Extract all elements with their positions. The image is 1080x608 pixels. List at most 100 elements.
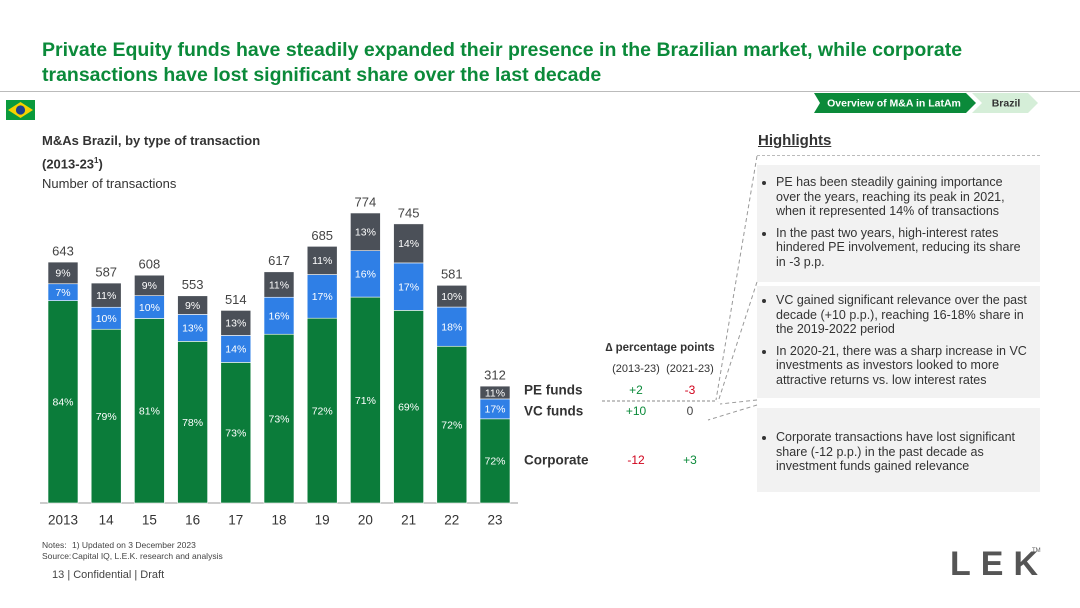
x-tick-label: 16 xyxy=(185,513,200,528)
bar-segment xyxy=(306,274,338,319)
bar-segment xyxy=(90,282,122,308)
segment-label: 73% xyxy=(268,413,289,425)
chart-period: ) xyxy=(98,156,103,172)
bar-segment xyxy=(134,318,165,504)
x-tick-label: 18 xyxy=(271,513,286,528)
bar-segment xyxy=(134,274,165,296)
total-label: 685 xyxy=(311,228,333,243)
x-tick-label: 15 xyxy=(142,513,157,528)
bullet-list: VC gained significant relevance over the… xyxy=(757,293,1040,387)
delta-value: 0 xyxy=(687,404,694,418)
segment-label: 10% xyxy=(139,302,160,314)
delta-value: +10 xyxy=(626,404,647,418)
segment-label: 16% xyxy=(355,269,376,281)
segment-label: 13% xyxy=(355,227,376,239)
bullet: PE has been steadily gaining importance … xyxy=(776,175,1030,219)
bar-segment xyxy=(177,295,208,315)
bullet: In 2020-21, there was a sharp increase i… xyxy=(776,344,1030,388)
total-label: 643 xyxy=(52,244,74,259)
segment-label: 11% xyxy=(485,387,505,399)
segment-label: 16% xyxy=(268,311,289,323)
delta-title: ∆ percentage points xyxy=(605,342,714,354)
source: Capital IQ, L.E.K. research and analysis xyxy=(72,551,223,561)
bar-segment xyxy=(220,310,252,336)
breadcrumb: Overview of M&A in LatAm Brazil xyxy=(814,93,1038,113)
chart-period: (2013-23 xyxy=(42,156,95,172)
bar-segment xyxy=(479,385,511,400)
total-label: 312 xyxy=(484,368,506,383)
segment-label: 84% xyxy=(52,397,73,409)
segment-label: 11% xyxy=(96,290,116,302)
segment-label: 10% xyxy=(441,291,462,303)
segment-label: 78% xyxy=(182,417,203,429)
x-tick-label: 21 xyxy=(401,513,416,528)
segment-label: 17% xyxy=(484,404,505,416)
segment-label: 69% xyxy=(398,401,419,413)
crumb-shape[interactable] xyxy=(814,93,976,113)
segment-label: 9% xyxy=(55,268,70,280)
bar-segment xyxy=(306,246,338,275)
period-header: (2021-23) xyxy=(666,363,714,375)
segment-label: 9% xyxy=(185,300,200,312)
bar-segment xyxy=(350,296,381,504)
delta-value: +2 xyxy=(629,383,643,397)
bar-segment xyxy=(263,296,295,335)
highlight-box: VC gained significant relevance over the… xyxy=(757,286,1040,398)
segment-label: 72% xyxy=(441,419,462,431)
logo: LEK xyxy=(950,545,1048,583)
segment-label: 13% xyxy=(225,318,246,330)
bar-segment xyxy=(263,333,295,504)
bullet: VC gained significant relevance over the… xyxy=(776,293,1030,337)
segment-label: 71% xyxy=(355,395,376,407)
x-tick-label: 19 xyxy=(315,513,330,528)
x-tick-label: 14 xyxy=(99,513,115,528)
series-label: Corporate xyxy=(524,453,589,468)
period-header: (2013-23) xyxy=(612,363,660,375)
bar-segment xyxy=(177,314,208,342)
connectors xyxy=(707,155,758,421)
x-tick-label: 20 xyxy=(358,513,373,528)
bar-segment xyxy=(263,271,295,298)
bar-segment xyxy=(220,362,252,504)
series-label: PE funds xyxy=(524,383,583,398)
source-label: Source: xyxy=(42,551,72,561)
crumb-shape[interactable] xyxy=(972,93,1038,113)
total-label: 774 xyxy=(355,194,377,209)
total-label: 745 xyxy=(398,205,420,220)
highlights-title: Highlights xyxy=(758,132,832,149)
segment-label: 17% xyxy=(312,291,333,303)
chart: ∆ percentage points 84% 7% 9% 643 2013 79% 10%… xyxy=(40,194,716,528)
logo-tm: TM xyxy=(1032,548,1041,554)
crumb[interactable]: Brazil xyxy=(992,97,1021,109)
segment-label: 7% xyxy=(55,287,70,299)
bullet-list: PE has been steadily gaining importance … xyxy=(757,175,1040,269)
segment-label: 73% xyxy=(225,427,246,439)
page-number: 13 xyxy=(52,569,65,581)
title-line: transactions have lost significant share… xyxy=(42,64,602,86)
bar-segment xyxy=(220,335,252,363)
delta-value: -3 xyxy=(685,383,696,397)
bar-segment xyxy=(436,284,468,308)
bullet-list: Corporate transactions have lost signifi… xyxy=(757,430,1040,474)
segment-label: 9% xyxy=(142,280,157,292)
series-label: VC funds xyxy=(524,404,583,419)
total-label: 608 xyxy=(139,257,161,272)
segment-label: 79% xyxy=(96,411,117,423)
x-tick-label: 17 xyxy=(228,513,243,528)
total-label: 553 xyxy=(182,277,204,292)
bar-segment xyxy=(47,261,79,285)
title-line: Private Equity funds have steadily expan… xyxy=(42,39,963,61)
segment-label: 13% xyxy=(182,323,203,335)
total-label: 587 xyxy=(95,264,117,279)
bar-segment xyxy=(47,300,79,504)
x-tick-label: 2013 xyxy=(48,513,78,528)
crumb[interactable]: Overview of M&A in LatAm xyxy=(827,97,961,109)
highlight-box: Corporate transactions have lost signifi… xyxy=(757,408,1040,492)
segment-label: 72% xyxy=(312,405,333,417)
notes-label: Notes: xyxy=(42,540,67,550)
segment-label: 14% xyxy=(225,344,246,356)
segment-label: 14% xyxy=(398,238,419,250)
segment-label: 11% xyxy=(312,255,332,267)
bar-segment xyxy=(350,250,381,298)
